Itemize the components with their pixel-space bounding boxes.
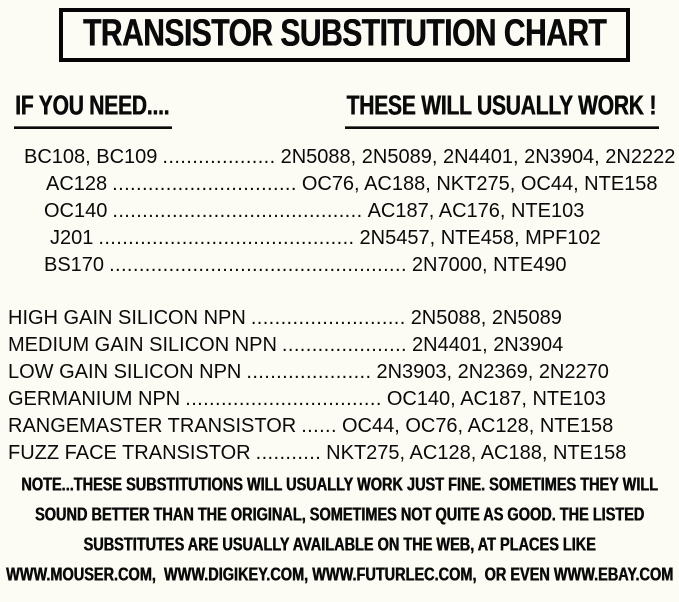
needed-type: MEDIUM GAIN SILICON NPN <box>8 334 277 356</box>
substitute-parts: OC76, AC188, NKT275, OC44, NTE158 <box>301 173 658 195</box>
page-title: TRANSISTOR SUBSTITUTION CHART <box>82 12 607 55</box>
needed-part: J201 <box>50 227 94 249</box>
dot-leader: ........................................… <box>98 227 355 249</box>
dot-leader: ............................... <box>112 173 297 195</box>
dot-leader: ...... <box>301 415 337 437</box>
substitution-row: AC128............................... OC76… <box>0 171 679 198</box>
substitute-parts: AC187, AC176, NTE103 <box>367 200 585 222</box>
chart-page: TRANSISTOR SUBSTITUTION CHART IF YOU NEE… <box>0 8 679 592</box>
needed-type: RANGEMASTER TRANSISTOR <box>8 415 297 437</box>
part-substitution-list: BC108, BC109................... 2N5088, 2… <box>0 144 679 279</box>
substitution-row: RANGEMASTER TRANSISTOR...... OC44, OC76, … <box>8 413 679 440</box>
substitution-row: MEDIUM GAIN SILICON NPN.................… <box>8 332 679 359</box>
dot-leader: ................... <box>162 146 276 168</box>
needed-type: GERMANIUM NPN <box>8 388 181 410</box>
note-line-text: SUBSTITUTES ARE USUALLY AVAILABLE ON THE… <box>83 534 596 556</box>
note-line-text: NOTE...THESE SUBSTITUTIONS WILL USUALLY … <box>21 474 658 496</box>
needed-part: OC140 <box>44 200 108 222</box>
dot-leader: ........................................… <box>112 200 363 222</box>
substitute-parts: NKT275, AC128, AC188, NTE158 <box>326 442 627 464</box>
substitute-parts: 2N5457, NTE458, MPF102 <box>359 227 601 249</box>
column-header-work: THESE WILL USUALLY WORK ! <box>345 91 659 129</box>
substitute-parts: OC44, OC76, AC128, NTE158 <box>341 415 614 437</box>
substitution-row: BS170...................................… <box>0 252 679 279</box>
type-substitution-list: HIGH GAIN SILICON NPN...................… <box>0 305 679 467</box>
substitution-row: FUZZ FACE TRANSISTOR........... NKT275, A… <box>8 440 679 467</box>
substitute-parts: 2N5088, 2N5089, 2N4401, 2N3904, 2N2222 <box>280 146 676 168</box>
note-line: SUBSTITUTES ARE USUALLY AVAILABLE ON THE… <box>0 532 679 562</box>
needed-part: AC128 <box>46 173 108 195</box>
dot-leader: ..................... <box>281 334 408 356</box>
substitution-row: J201....................................… <box>0 225 679 252</box>
note-line: SOUND BETTER THAN THE ORIGINAL, SOMETIME… <box>0 502 679 532</box>
needed-part: BS170 <box>44 254 105 276</box>
note-line-text: SOUND BETTER THAN THE ORIGINAL, SOMETIME… <box>34 504 645 526</box>
substitution-row: BC108, BC109................... 2N5088, 2… <box>0 144 679 171</box>
dot-leader: ........... <box>255 442 322 464</box>
substitution-row: OC140...................................… <box>0 198 679 225</box>
needed-type: HIGH GAIN SILICON NPN <box>8 307 246 329</box>
note-line-text: WWW.MOUSER.COM, WWW.DIGIKEY.COM, WWW.FUT… <box>5 564 674 586</box>
column-header-need: IF YOU NEED.... <box>14 91 173 129</box>
title-box: TRANSISTOR SUBSTITUTION CHART <box>59 8 630 62</box>
dot-leader: ................................. <box>185 388 382 410</box>
substitute-parts: 2N3903, 2N2369, 2N2270 <box>376 361 609 383</box>
note-text: NOTE...THESE SUBSTITUTIONS WILL USUALLY … <box>0 472 679 592</box>
substitute-parts: 2N7000, NTE490 <box>411 254 567 276</box>
substitute-parts: 2N5088, 2N5089 <box>410 307 562 329</box>
substitute-parts: 2N4401, 2N3904 <box>412 334 564 356</box>
substitute-parts: OC140, AC187, NTE103 <box>386 388 606 410</box>
needed-type: LOW GAIN SILICON NPN <box>8 361 242 383</box>
column-headers: IF YOU NEED.... THESE WILL USUALLY WORK … <box>14 91 659 129</box>
substitution-row: HIGH GAIN SILICON NPN...................… <box>8 305 679 332</box>
dot-leader: ..................... <box>246 361 372 383</box>
needed-type: FUZZ FACE TRANSISTOR <box>8 442 251 464</box>
substitution-row: GERMANIUM NPN...........................… <box>8 386 679 413</box>
dot-leader: ........................................… <box>109 254 407 276</box>
note-line: NOTE...THESE SUBSTITUTIONS WILL USUALLY … <box>0 472 679 502</box>
dot-leader: .......................... <box>250 307 406 329</box>
needed-part: BC108, BC109 <box>24 146 158 168</box>
substitution-row: LOW GAIN SILICON NPN....................… <box>8 359 679 386</box>
note-line: WWW.MOUSER.COM, WWW.DIGIKEY.COM, WWW.FUT… <box>0 562 679 592</box>
